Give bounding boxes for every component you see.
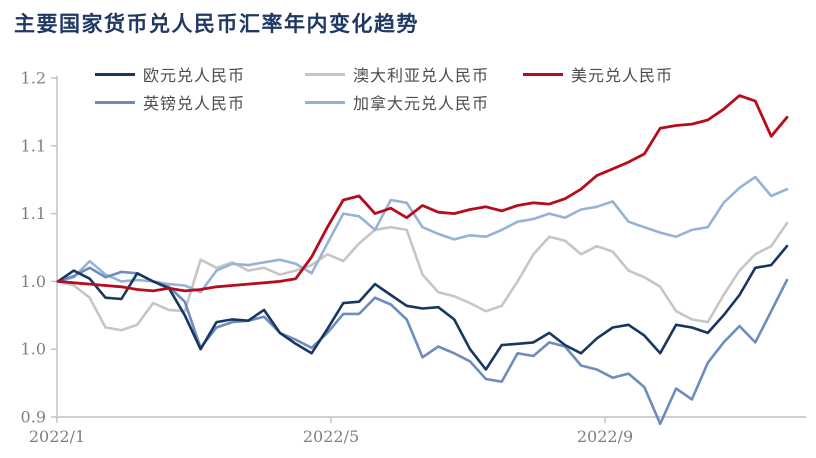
chart-legend: 欧元兑人民币 澳大利亚兑人民币 美元兑人民币 英镑兑人民币 加拿大元兑人民币 xyxy=(0,58,816,114)
page-title: 主要国家货币兑人民币汇率年内变化趋势 xyxy=(14,11,419,36)
series-line-cad xyxy=(56,175,789,294)
y-tick-label: 1.0 xyxy=(21,272,46,291)
y-tick-label: 1.1 xyxy=(21,136,46,155)
legend-item-eur: 欧元兑人民币 xyxy=(95,62,245,86)
legend-swatch-eur xyxy=(95,72,135,76)
legend-item-usd: 美元兑人民币 xyxy=(523,62,673,86)
series-line-eur xyxy=(56,244,789,371)
legend-label-gbp: 英镑兑人民币 xyxy=(143,94,246,113)
legend-swatch-cad xyxy=(305,100,345,104)
y-tick-label: 0.9 xyxy=(21,408,46,427)
legend-label-aud: 澳大利亚兑人民币 xyxy=(353,66,490,85)
legend-item-cad: 加拿大元兑人民币 xyxy=(305,90,489,114)
legend-swatch-aud xyxy=(305,72,345,76)
x-tick-label: 2022/9 xyxy=(577,427,633,446)
y-tick-label: 1.2 xyxy=(21,69,46,88)
legend-item-gbp: 英镑兑人民币 xyxy=(95,90,245,114)
series-line-aud xyxy=(56,221,789,332)
series-line-usd xyxy=(56,94,789,293)
x-tick-label: 2022/5 xyxy=(303,427,359,446)
series-line-gbp xyxy=(56,266,789,426)
legend-swatch-usd xyxy=(523,72,563,76)
legend-swatch-gbp xyxy=(95,100,135,104)
y-tick-label: 1.1 xyxy=(21,204,46,223)
legend-label-eur: 欧元兑人民币 xyxy=(143,66,246,85)
legend-label-cad: 加拿大元兑人民币 xyxy=(353,94,490,113)
legend-item-aud: 澳大利亚兑人民币 xyxy=(305,62,489,86)
legend-label-usd: 美元兑人民币 xyxy=(571,66,674,85)
y-tick-label: 1.0 xyxy=(21,340,46,359)
x-tick-label: 2022/1 xyxy=(29,427,85,446)
